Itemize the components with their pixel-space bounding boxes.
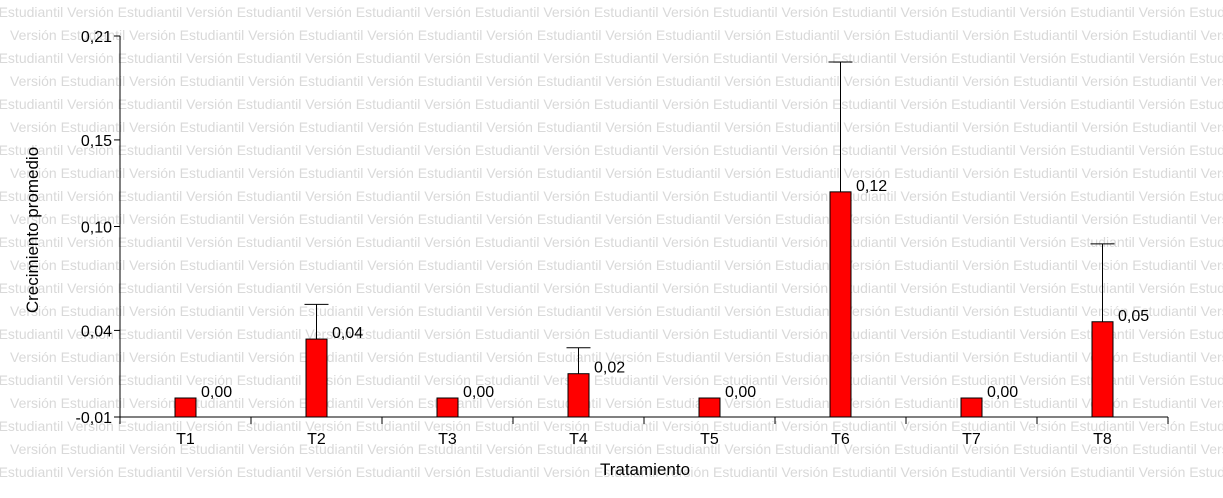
bar <box>174 397 197 418</box>
x-tick-label: T8 <box>1093 431 1112 448</box>
data-label: 0,00 <box>987 384 1018 401</box>
data-label: 0,00 <box>463 384 494 401</box>
x-tick-label: T2 <box>307 431 326 448</box>
data-label: 0,00 <box>201 384 232 401</box>
error-bars <box>304 61 1115 374</box>
x-tick-label: T7 <box>962 431 981 448</box>
y-axis: -0,01 0,04 0,10 0,15 0,21 <box>76 29 121 427</box>
data-label: 0,04 <box>332 325 363 342</box>
y-tick-label: 0,21 <box>81 29 112 46</box>
data-labels: 0,00 0,04 0,00 0,02 0,00 0,12 0,00 0,05 <box>201 178 1149 401</box>
y-tick-label: 0,15 <box>81 133 112 150</box>
x-axis: T1 T2 T3 T4 T5 T6 T7 T8 <box>119 416 1169 448</box>
bar <box>305 338 328 418</box>
bar <box>436 397 459 418</box>
bar <box>1091 321 1114 418</box>
x-tick-label: T5 <box>700 431 719 448</box>
y-tick-label: 0,04 <box>81 323 112 340</box>
data-label: 0,05 <box>1118 308 1149 325</box>
bar <box>960 397 983 418</box>
x-tick-label: T4 <box>569 431 588 448</box>
data-label: 0,12 <box>856 178 887 195</box>
x-tick-label: T6 <box>831 431 850 448</box>
x-axis-title: Tratamiento <box>600 460 690 479</box>
y-axis-title: Crecimiento promedio <box>23 147 42 313</box>
bar <box>829 191 852 418</box>
y-tick-label: 0,10 <box>81 220 112 237</box>
data-label: 0,00 <box>725 384 756 401</box>
x-tick-label: T1 <box>176 431 195 448</box>
bar <box>698 397 721 418</box>
x-tick-label: T3 <box>438 431 457 448</box>
y-tick-label: -0,01 <box>76 410 113 427</box>
data-label: 0,02 <box>594 360 625 377</box>
bar <box>567 373 590 418</box>
